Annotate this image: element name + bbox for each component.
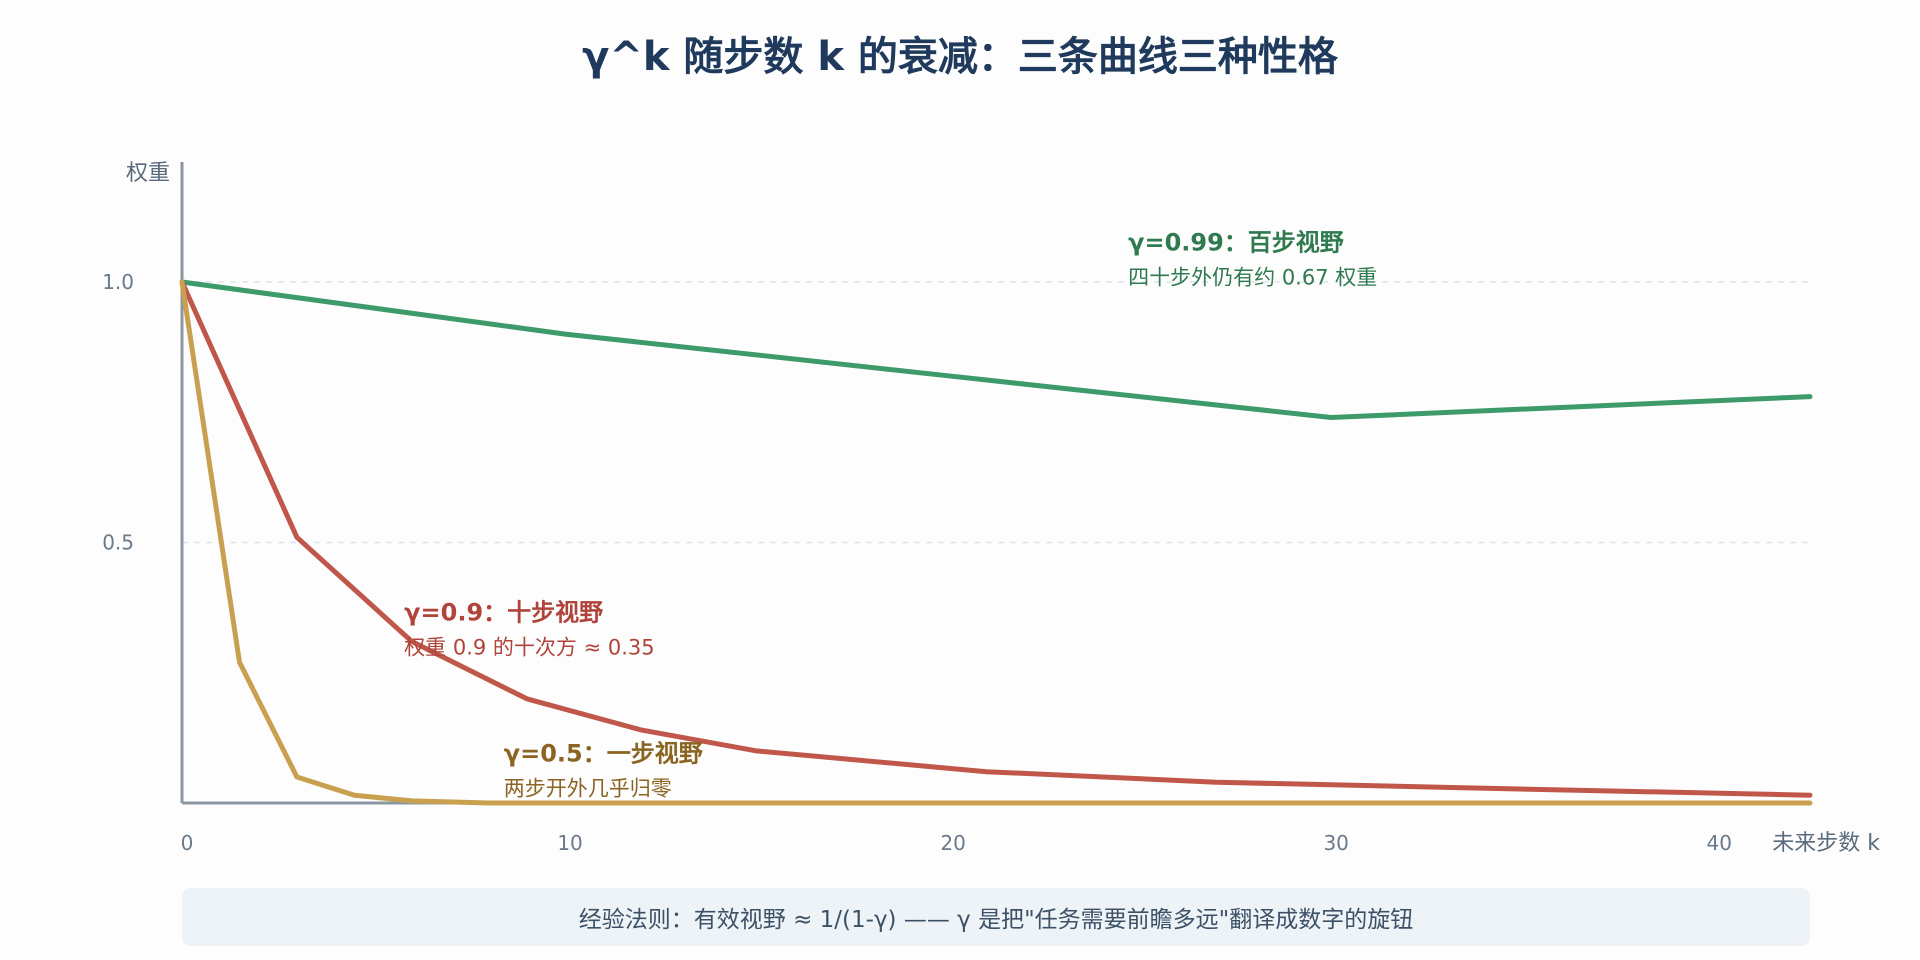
annotation-subtitle: 权重 0.9 的十次方 ≈ 0.35: [404, 636, 654, 660]
x-tick-label: 40: [1707, 831, 1732, 855]
x-tick-label: 30: [1323, 831, 1348, 855]
series-line-gamma-0-9: [179, 279, 1813, 798]
series-line-gamma-0-5: [179, 279, 1813, 806]
annotation-subtitle: 两步开外几乎归零: [504, 776, 672, 800]
x-axis-label: 未来步数 k: [1772, 831, 1880, 856]
series-lines: [179, 279, 1813, 806]
annotation-title: γ=0.9：十步视野: [404, 599, 603, 627]
y-tick-label: 0.5: [102, 531, 134, 555]
x-tick-label: 20: [940, 831, 965, 855]
axes: 0.5 1.0 0 10 20 30 40: [102, 162, 1810, 855]
x-tick-label: 0: [181, 831, 194, 855]
annotation-subtitle: 四十步外仍有约 0.67 权重: [1128, 266, 1377, 290]
y-tick-label: 1.0: [102, 270, 134, 294]
annotation-title: γ=0.5：一步视野: [504, 739, 703, 767]
annotation-title: γ=0.99：百步视野: [1128, 229, 1344, 257]
rule-of-thumb-note: 经验法则：有效视野 ≈ 1/(1-γ) —— γ 是把"任务需要前瞻多远"翻译成…: [182, 888, 1810, 946]
chart-title: γ^k 随步数 k 的衰减：三条曲线三种性格: [582, 34, 1339, 80]
y-axis-label: 权重: [126, 161, 170, 186]
series-line-gamma-0-99: [179, 279, 1813, 420]
x-tick-label: 10: [557, 831, 582, 855]
grid: [182, 281, 1810, 544]
